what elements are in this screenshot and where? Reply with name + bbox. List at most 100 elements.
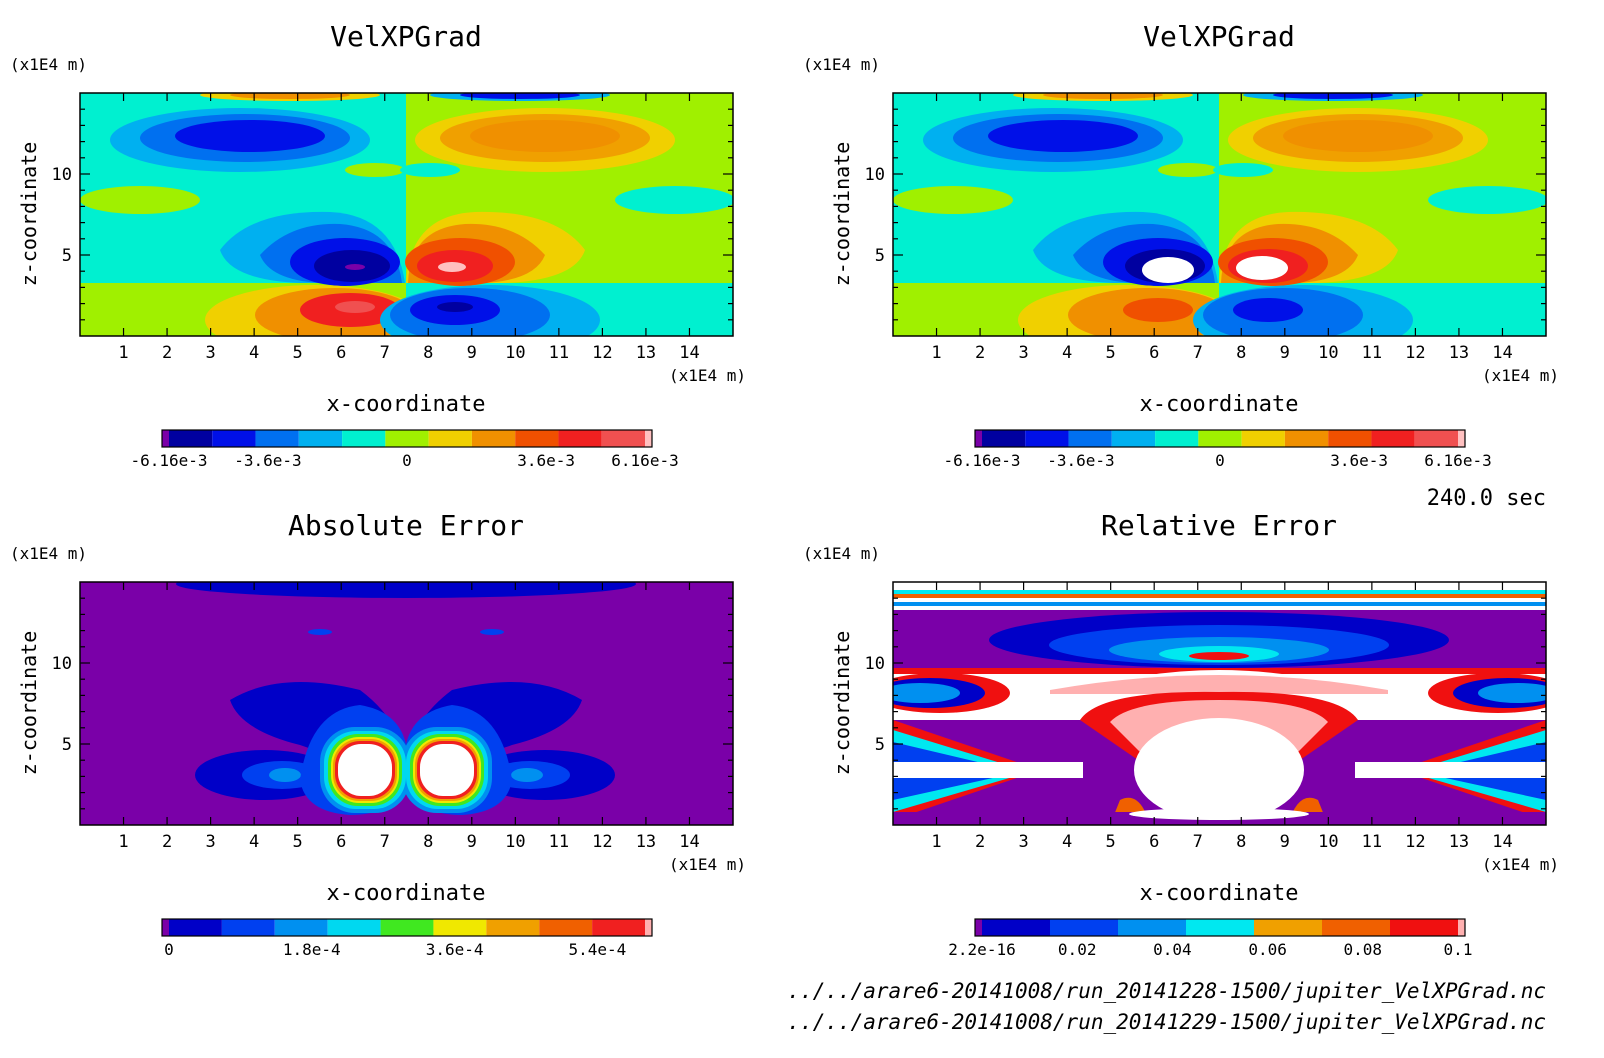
x-tick-label: 6 [1149,343,1159,363]
y-tick-label: 5 [875,246,885,266]
x-tick-label: 4 [1062,343,1072,363]
x-tick-label: 9 [467,832,477,852]
x-tick-label: 1 [931,343,941,363]
x-tick-label: 14 [679,343,699,363]
contour-field [893,582,1546,825]
x-tick-label: 6 [336,343,346,363]
x-tick-label: 8 [423,832,433,852]
colorbar-swatch [428,430,472,447]
colorbar-swatch [975,919,982,936]
x-tick-label: 10 [505,343,525,363]
y-tick-label: 10 [865,654,885,674]
x-axis-label: x-coordinate [1140,392,1299,417]
colorbar-swatch [1118,919,1186,936]
colorbar-swatch [1068,430,1112,447]
colorbar-swatch [471,430,516,447]
colorbar-swatch [342,430,386,447]
x-axis-label: x-coordinate [327,392,486,417]
x-tick-label: 2 [162,343,172,363]
x-tick-label: 10 [1318,343,1338,363]
x-axis-label: x-coordinate [327,881,486,906]
colorbar-frame [974,429,1466,448]
colorbar-swatch [1155,430,1199,447]
panel-title: VelXPGrad [330,20,482,53]
x-tick-label: 1 [931,832,941,852]
y-tick-label: 10 [52,165,72,185]
x-tick-label: 14 [1492,832,1512,852]
x-tick-label: 13 [1449,832,1469,852]
colorbar-swatch [645,919,652,936]
panel-relative-error: Relative Error (x1E4 m) [803,509,1559,959]
x-tick-label: 11 [1362,343,1382,363]
colorbar-swatch [169,430,213,447]
colorbar-label: -6.16e-3 [943,451,1020,470]
plot-frame [892,581,1547,826]
colorbar-swatch [1390,919,1458,936]
y-tick-label: 5 [62,246,72,266]
plot-frame [892,92,1547,337]
colorbar-swatch [515,430,559,447]
time-label: 240.0 sec [1427,486,1546,511]
colorbar-swatch [486,919,540,936]
x-tick-label: 11 [1362,832,1382,852]
colorbar-swatch [212,430,256,447]
colorbar-label: 0 [1215,451,1225,470]
panel-absolute-error: Absolute Error (x1E4 m) [10,509,746,959]
z-unit-label: (x1E4 m) [803,544,880,563]
x-unit-label: (x1E4 m) [669,855,746,874]
x-tick-label: 5 [1106,832,1116,852]
x-unit-label: (x1E4 m) [1482,855,1559,874]
colorbar-label: 0 [164,940,174,959]
colorbar-swatch [1050,919,1118,936]
colorbar-label: 1.8e-4 [283,940,341,959]
x-tick-label: 4 [1062,832,1072,852]
x-tick-label: 1 [118,343,128,363]
colorbar-swatch [601,430,645,447]
x-tick-label: 7 [380,832,390,852]
colorbar-swatch [1414,430,1458,447]
colorbar-swatch [592,919,645,936]
colorbar-label: -6.16e-3 [130,451,207,470]
contour-field [893,93,1546,336]
colorbar-swatch [1458,919,1465,936]
x-tick-label: 14 [1492,343,1512,363]
colorbar-swatch [169,919,222,936]
x-tick-label: 6 [336,832,346,852]
colorbar-swatch [274,919,328,936]
panel-title: VelXPGrad [1143,20,1295,53]
x-tick-label: 1 [118,832,128,852]
file-path-1: ../../arare6-20141008/run_20141228-1500/… [787,979,1546,1003]
colorbar-swatch [975,430,982,447]
colorbar-swatch [982,430,1026,447]
colorbar-frame [161,918,653,937]
y-axis-label: z-coordinate [17,631,41,776]
colorbar-swatch [385,430,429,447]
panel-velxpgrad-test: VelXPGrad (x1E4 m) [803,20,1559,470]
panel-title: Relative Error [1101,509,1337,542]
colorbar-swatch [1371,430,1415,447]
x-tick-label: 8 [1236,832,1246,852]
colorbar-label: -3.6e-3 [234,451,301,470]
colorbar-label: -3.6e-3 [1047,451,1114,470]
colorbar-label: 6.16e-3 [611,451,678,470]
x-tick-label: 12 [592,343,612,363]
colorbar-frame [161,429,653,448]
colorbar-swatch [1111,430,1156,447]
x-tick-label: 4 [249,832,259,852]
contour-field [80,582,733,825]
x-tick-label: 2 [975,343,985,363]
colorbar-swatch [162,430,169,447]
x-tick-label: 3 [1018,343,1028,363]
panel-title: Absolute Error [288,509,524,542]
x-tick-label: 9 [1280,832,1290,852]
colorbar-swatch [645,430,652,447]
x-unit-label: (x1E4 m) [669,366,746,385]
x-tick-label: 14 [679,832,699,852]
x-tick-label: 7 [1193,832,1203,852]
x-tick-label: 10 [505,832,525,852]
y-tick-label: 5 [62,735,72,755]
colorbar-swatch [1322,919,1390,936]
x-tick-label: 2 [162,832,172,852]
colorbar-swatch [298,430,343,447]
colorbar-swatch [162,919,169,936]
